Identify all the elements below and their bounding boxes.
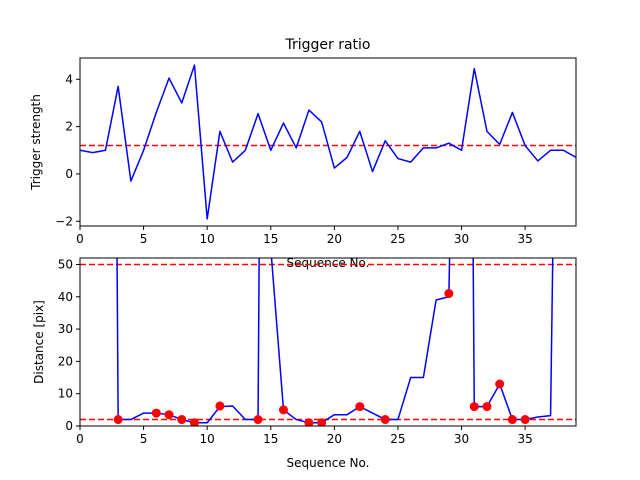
data-point: [189, 418, 199, 426]
data-point: [317, 418, 327, 426]
data-point: [151, 408, 161, 418]
data-point: [380, 415, 390, 425]
y-tick-label: −2: [55, 214, 73, 228]
x-tick-label: 10: [200, 232, 215, 246]
chart-title: Trigger ratio: [284, 37, 370, 53]
data-point: [164, 410, 174, 420]
x-axis-label: Sequence No.: [287, 456, 370, 470]
data-point: [113, 415, 123, 425]
x-tick-label: 30: [454, 232, 469, 246]
y-axis-label: Trigger strength: [29, 94, 43, 191]
data-point: [215, 401, 225, 411]
y-tick-label: 0: [65, 419, 73, 433]
x-tick-label: 0: [76, 232, 84, 246]
x-tick-label: 25: [390, 432, 405, 446]
y-tick-label: 10: [58, 387, 73, 401]
x-tick-label: 5: [140, 432, 148, 446]
x-tick-label: 0: [76, 432, 84, 446]
x-tick-label: 35: [517, 432, 532, 446]
x-tick-label: 25: [390, 232, 405, 246]
x-tick-label: 20: [327, 232, 342, 246]
axes-frame: [79, 57, 577, 227]
data-point: [304, 418, 314, 426]
x-axis-label: Sequence No.: [287, 256, 370, 270]
y-tick-label: 40: [58, 290, 73, 304]
x-tick-label: 30: [454, 432, 469, 446]
distance-axes: 0 5 10 15 20 25 30 35 0 10 20 30 40 50 Sequence No. D…: [32, 257, 577, 470]
x-tick-label: 5: [140, 232, 148, 246]
y-tick-label: 50: [58, 257, 73, 271]
data-point: [278, 405, 288, 415]
data-point: [469, 402, 479, 412]
x-tick-label: 15: [263, 232, 278, 246]
y-tick-label: 0: [65, 167, 73, 181]
y-tick-label: 2: [65, 120, 73, 134]
y-tick-label: 20: [58, 354, 73, 368]
x-tick-label: 15: [263, 432, 278, 446]
y-axis-label: Distance [pix]: [32, 300, 46, 384]
x-tick-label: 10: [200, 432, 215, 446]
data-point: [520, 415, 530, 425]
data-point: [253, 415, 263, 425]
axes-frame: [79, 257, 577, 427]
data-point: [507, 415, 517, 425]
data-point: [177, 415, 187, 425]
data-point: [444, 289, 454, 299]
data-point: [495, 379, 505, 389]
data-point: [355, 402, 365, 412]
series-line: [80, 64, 576, 220]
x-tick-label: 20: [327, 432, 342, 446]
y-tick-label: 4: [65, 72, 73, 86]
y-tick-label: 30: [58, 322, 73, 336]
data-point: [482, 402, 492, 412]
x-tick-label: 35: [517, 232, 532, 246]
